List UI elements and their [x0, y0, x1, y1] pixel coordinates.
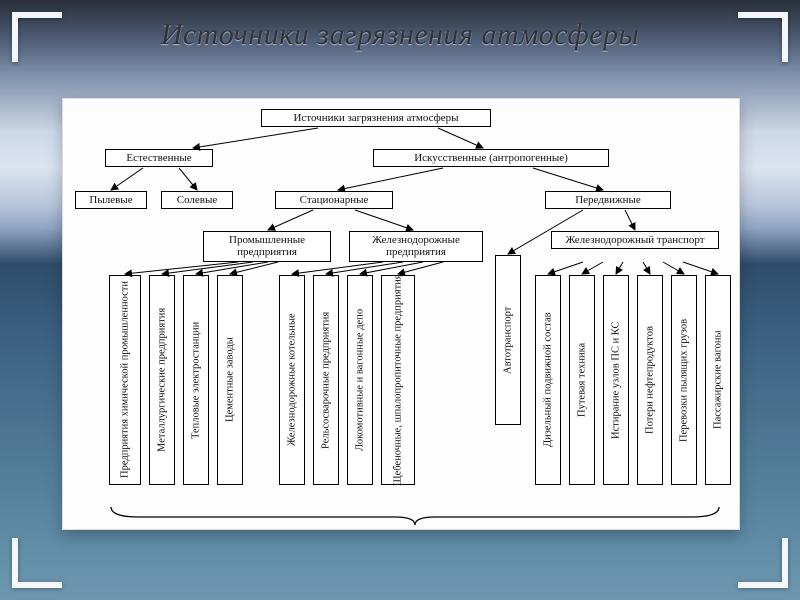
node-passenger-label: Пассажирские вагоны: [708, 280, 728, 480]
node-track-mach-label: Путевая техника: [572, 280, 592, 480]
bottom-brace: [109, 505, 721, 527]
node-dusty-cargo: Перевозки пылящих грузов: [671, 275, 697, 485]
node-chem: Предприятия химической промышленности: [109, 275, 141, 485]
node-root: Источники загрязнения атмосферы: [261, 109, 491, 127]
node-depot: Локомотивные и вагонные депо: [347, 275, 373, 485]
node-cement: Цементные заводы: [217, 275, 243, 485]
node-salt: Солевые: [161, 191, 233, 209]
node-tpp: Тепловые электростанции: [183, 275, 209, 485]
node-auto-label: Автотранспорт: [498, 260, 518, 420]
node-boiler: Железнодорожные котельные: [279, 275, 305, 485]
node-passenger: Пассажирские вагоны: [705, 275, 731, 485]
node-depot-label: Локомотивные и вагонные депо: [350, 280, 370, 480]
node-wear: Истирание узлов ПС и КС: [603, 275, 629, 485]
node-metal-label: Металлургические предприятия: [152, 280, 172, 480]
node-railway-ent: Железнодорожные предприятия: [349, 231, 483, 262]
node-artificial: Искусственные (антропогенные): [373, 149, 609, 167]
node-ballast: Щебеночные, шпалопропиточные предприятия: [381, 275, 415, 485]
frame-corner-bl: [12, 538, 62, 588]
node-industrial: Промышленные предприятия: [203, 231, 331, 262]
frame-corner-br: [738, 538, 788, 588]
node-oil-loss: Потери нефтепродуктов: [637, 275, 663, 485]
node-mobile: Передвижные: [545, 191, 671, 209]
node-rail-trans: Железнодорожный транспорт: [551, 231, 719, 249]
page-title: Источники загрязнения атмосферы: [0, 18, 800, 52]
node-oil-loss-label: Потери нефтепродуктов: [640, 280, 660, 480]
node-auto: Автотранспорт: [495, 255, 521, 425]
node-stationary: Стационарные: [275, 191, 393, 209]
node-wear-label: Истирание узлов ПС и КС: [606, 280, 626, 480]
node-natural: Естественные: [105, 149, 213, 167]
node-diesel-label: Дизельный подвижной состав: [538, 280, 558, 480]
node-weld: Рельсосварочные предприятия: [313, 275, 339, 485]
node-tpp-label: Тепловые электростанции: [186, 280, 206, 480]
node-weld-label: Рельсосварочные предприятия: [316, 280, 336, 480]
node-cement-label: Цементные заводы: [220, 280, 240, 480]
node-boiler-label: Железнодорожные котельные: [282, 280, 302, 480]
diagram-paper: Источники загрязнения атмосферы Естестве…: [62, 98, 740, 530]
node-metal: Металлургические предприятия: [149, 275, 175, 485]
node-dusty-cargo-label: Перевозки пылящих грузов: [674, 280, 694, 480]
node-ballast-label: Щебеночные, шпалопропиточные предприятия: [384, 280, 412, 480]
node-track-mach: Путевая техника: [569, 275, 595, 485]
node-diesel: Дизельный подвижной состав: [535, 275, 561, 485]
node-chem-label: Предприятия химической промышленности: [112, 280, 138, 480]
node-dust: Пылевые: [75, 191, 147, 209]
